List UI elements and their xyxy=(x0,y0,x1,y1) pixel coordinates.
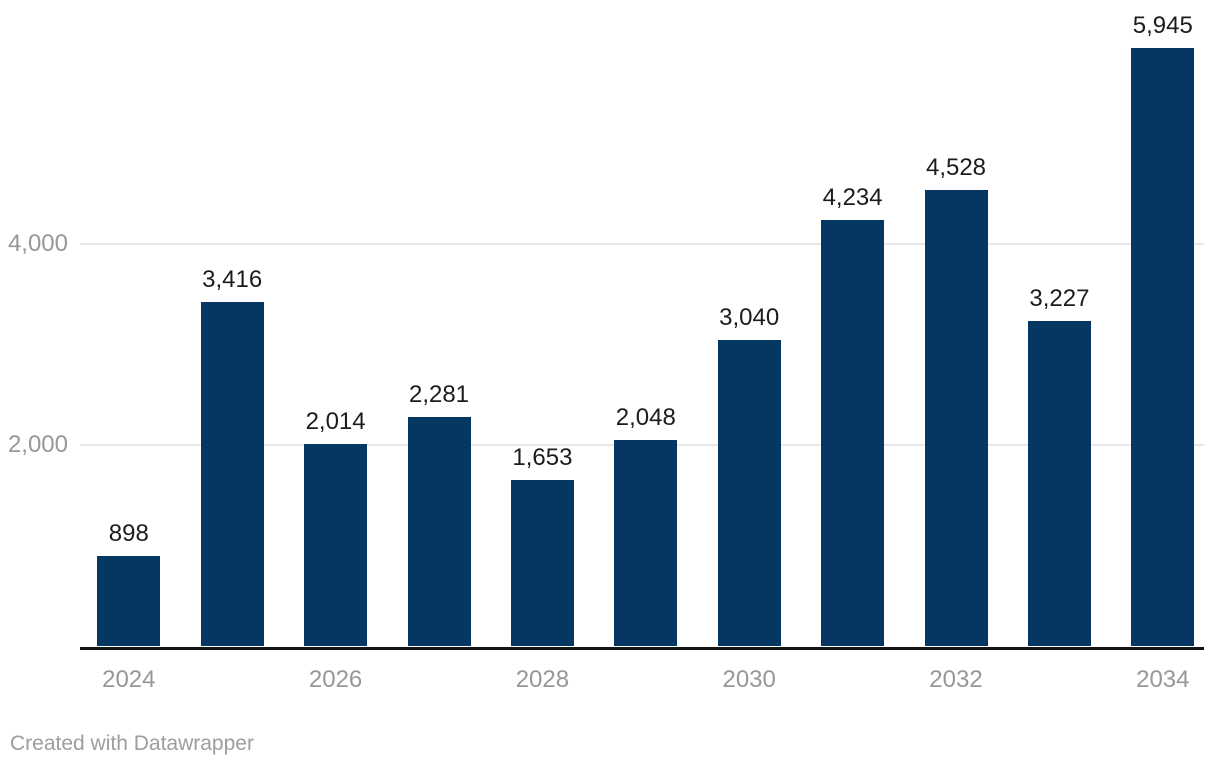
bar-value-label: 4,234 xyxy=(822,183,883,211)
bar xyxy=(614,440,678,647)
bar-value-label: 3,227 xyxy=(1029,285,1090,313)
bar-value-label: 1,653 xyxy=(512,443,573,471)
bar-value-label: 3,416 xyxy=(202,266,263,294)
bar-value-label: 4,528 xyxy=(925,154,987,182)
bar xyxy=(304,443,368,647)
bar-value-label: 2,281 xyxy=(408,380,470,408)
bar xyxy=(1131,47,1195,647)
bar xyxy=(200,302,264,647)
x-axis-baseline xyxy=(80,646,1204,650)
bar xyxy=(97,556,161,647)
x-axis-tick-label: 2034 xyxy=(1136,666,1190,693)
x-axis-tick-label: 2030 xyxy=(722,666,776,693)
x-axis-tick-label: 2032 xyxy=(929,666,983,693)
bar xyxy=(407,416,471,647)
bar-value-label: 5,945 xyxy=(1132,11,1193,39)
x-axis-tick-label: 2028 xyxy=(515,666,570,693)
bar xyxy=(821,219,885,647)
bar xyxy=(1027,321,1091,647)
bar xyxy=(717,340,781,647)
datawrapper-credit-link[interactable]: Created with Datawrapper xyxy=(10,732,254,755)
x-axis-tick-label: 2024 xyxy=(102,666,156,693)
bar-value-label: 2,048 xyxy=(615,404,676,432)
bar xyxy=(924,190,988,647)
x-axis-tick-label: 2026 xyxy=(308,666,363,693)
bar xyxy=(510,479,574,647)
y-axis-tick-label: 4,000 xyxy=(7,229,68,257)
y-axis-tick-label: 2,000 xyxy=(7,431,68,458)
y-gridline xyxy=(80,242,1204,245)
bar-value-label: 2,014 xyxy=(305,407,366,435)
bar-value-label: 898 xyxy=(108,520,149,548)
bar-value-label: 3,040 xyxy=(719,304,780,332)
